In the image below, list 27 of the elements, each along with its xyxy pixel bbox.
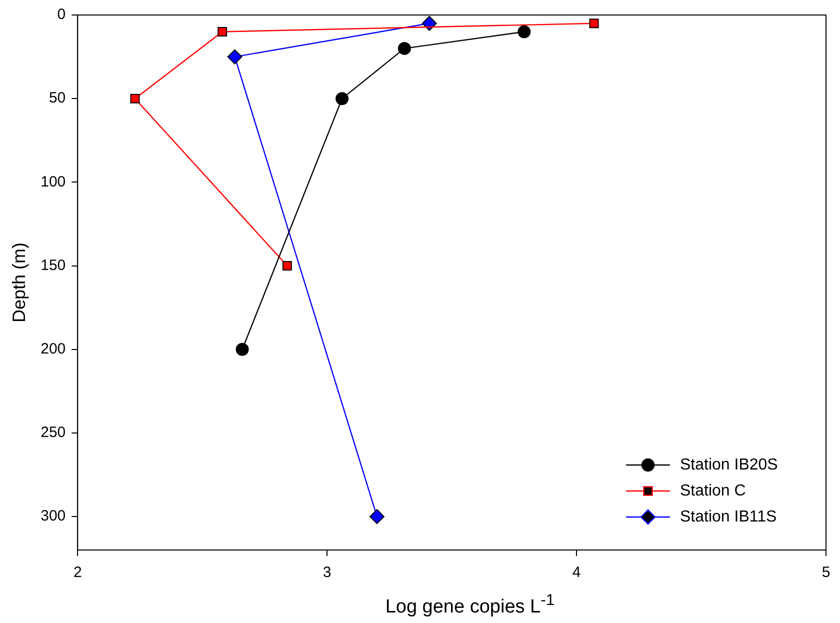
y-tick-label: 0 bbox=[57, 6, 66, 24]
point bbox=[369, 509, 384, 524]
point bbox=[227, 49, 242, 64]
x-tick-label: 2 bbox=[73, 564, 82, 582]
y-tick-label: 200 bbox=[40, 340, 66, 358]
y-tick-label: 150 bbox=[40, 256, 66, 274]
x-tick-label: 3 bbox=[322, 564, 332, 582]
y-axis-title: Depth (m) bbox=[8, 242, 29, 323]
point bbox=[130, 94, 140, 104]
point bbox=[589, 18, 599, 28]
point bbox=[236, 342, 249, 356]
y-tick-label: 300 bbox=[40, 508, 66, 525]
point bbox=[336, 92, 349, 106]
y-tick-label: 250 bbox=[40, 424, 66, 442]
x-axis-title: Log gene copies L$^{-1}$ bbox=[384, 592, 556, 618]
point bbox=[398, 42, 411, 55]
legend-label: Station IB20S bbox=[680, 456, 778, 474]
y-tick-label: 50 bbox=[48, 90, 66, 107]
point bbox=[518, 25, 531, 38]
x-tick-label: 4 bbox=[572, 564, 581, 582]
x-tick-label: 5 bbox=[822, 564, 830, 582]
legend-label: Station IB11S bbox=[680, 508, 777, 526]
legend-label: Station C bbox=[680, 482, 746, 500]
point bbox=[218, 26, 228, 36]
y-tick-label: 100 bbox=[40, 173, 66, 190]
point bbox=[282, 261, 292, 271]
point bbox=[422, 16, 437, 31]
